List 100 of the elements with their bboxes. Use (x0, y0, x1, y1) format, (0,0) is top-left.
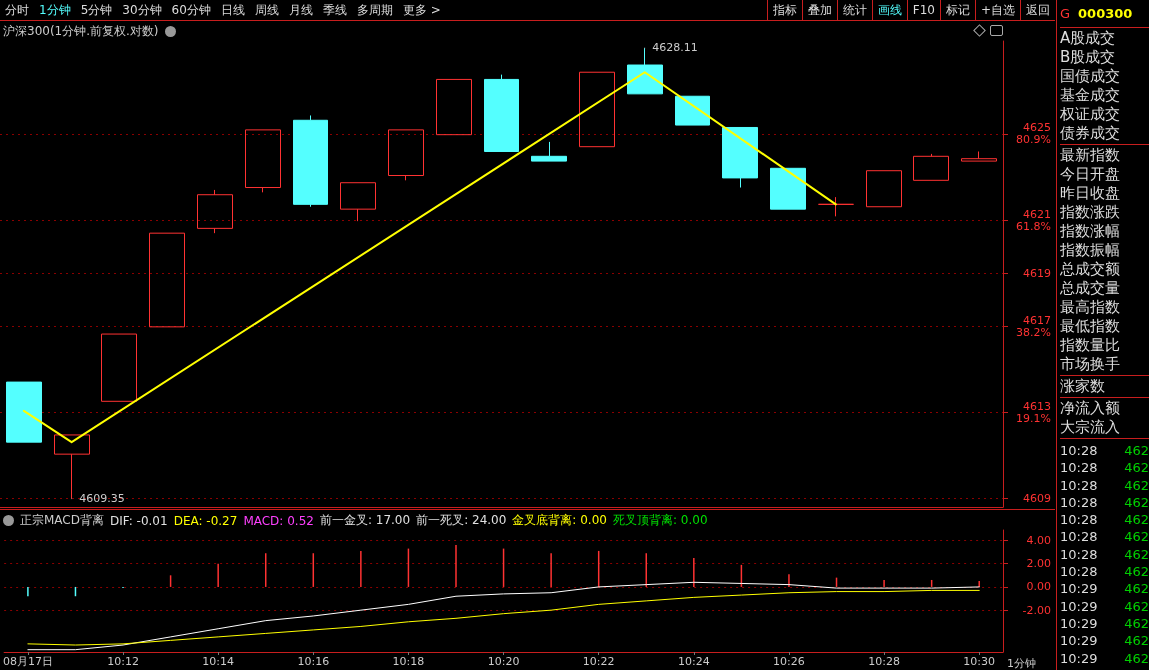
text: 金叉底背离: 0.00 (512, 512, 607, 529)
text: 000300 (1078, 6, 1133, 21)
x-tick-label: 10:24 (677, 655, 710, 668)
x-tick-label: 10:16 (297, 655, 330, 668)
candlestick (484, 74, 519, 152)
text: DIF: -0.01 (109, 513, 168, 528)
text: 10:28 (1060, 545, 1098, 564)
x-tick-label: 10:30 (963, 655, 996, 668)
text: 462 (1124, 580, 1149, 598)
x-tick-label: 10:22 (582, 655, 615, 668)
candlestick (245, 129, 281, 193)
x-tick-label: 10:18 (392, 655, 425, 668)
text: 462 (1124, 649, 1149, 667)
text: 前一死叉: 24.00 (416, 512, 507, 529)
x-tick-label: 10:12 (107, 655, 139, 668)
text: 462 (1124, 563, 1149, 581)
text: 总成交量 (1060, 279, 1121, 298)
y-tick-label: 4.00 (1026, 533, 1051, 547)
y-tick-label: 0.00 (1026, 580, 1051, 594)
candlestick (770, 167, 806, 210)
line-series (22, 71, 837, 444)
text: 更多 > (401, 2, 442, 19)
text: 60分钟 (170, 2, 212, 19)
text: 指数振幅 (1060, 241, 1121, 260)
candlestick (722, 126, 758, 189)
text: 5分钟 (79, 2, 114, 19)
candlestick (197, 189, 233, 234)
text: 标记 (939, 0, 975, 20)
text: 指数涨幅 (1060, 222, 1121, 241)
text: 指数涨跌 (1060, 203, 1121, 222)
annotation: 4628.11 (652, 41, 698, 55)
text: 分时 (4, 2, 30, 19)
text: 1分钟 (38, 2, 72, 19)
line-series (27, 581, 980, 651)
annotation: 4609.35 (79, 492, 125, 506)
x-tick-label: 08月17日 (2, 655, 53, 668)
text: MACD: 0.52 (243, 513, 314, 528)
text: B股成交 (1060, 48, 1117, 67)
x-tick-label: 10:14 (202, 655, 235, 668)
candlestick (579, 71, 615, 148)
line-series (27, 589, 980, 646)
text: 10:28 (1060, 459, 1098, 477)
text: 今日开盘 (1060, 165, 1121, 184)
y-tick-label: 4619 (1023, 266, 1051, 280)
text: 462 (1124, 476, 1149, 494)
text: F10 (906, 0, 940, 20)
x-tick-label: 10:20 (487, 655, 520, 668)
text: 基金成交 (1060, 86, 1121, 105)
text: 最高指数 (1060, 298, 1121, 317)
text: 462 (1124, 511, 1149, 529)
chart-title: 沪深300(1分钟.前复权.对数) (3, 23, 159, 40)
text: 10:28 (1060, 493, 1098, 512)
text: G (1060, 6, 1071, 21)
candlestick (436, 78, 472, 136)
y-tick-label: 2.00 (1026, 557, 1051, 571)
text: 10:29 (1060, 632, 1098, 650)
y-tick-label: 4613 19.1% (1016, 400, 1051, 426)
candlestick (6, 381, 42, 443)
text: 462 (1124, 528, 1149, 546)
text: 昨日收盘 (1060, 184, 1121, 203)
text: 涨家数 (1060, 377, 1149, 396)
text: 462 (1124, 614, 1149, 633)
candlestick (818, 196, 854, 217)
y-tick-label: 4609 (1023, 492, 1051, 506)
text: 10:29 (1060, 614, 1098, 633)
text: 10:28 (1060, 442, 1098, 460)
text: 462 (1124, 442, 1149, 460)
text: 462 (1124, 597, 1149, 615)
y-tick-label: 4617 38.2% (1016, 313, 1051, 339)
text: 最低指数 (1060, 317, 1121, 336)
text: 30分钟 (121, 2, 163, 19)
candlestick (866, 170, 902, 208)
text: 10:29 (1060, 580, 1098, 598)
x-tick-label: 10:26 (773, 655, 805, 668)
text: 指标 (766, 0, 802, 20)
y-tick-label: 4621 61.8% (1016, 207, 1051, 233)
text: 叠加 (801, 0, 837, 20)
text: 10:29 (1060, 597, 1098, 615)
text: 462 (1124, 493, 1149, 512)
candlestick (531, 141, 567, 162)
text: 指数量比 (1060, 336, 1121, 355)
text: 死叉顶背离: 0.00 (612, 512, 708, 529)
candlestick (675, 95, 710, 126)
candlestick (101, 333, 137, 402)
text: +自选 (974, 0, 1020, 20)
text: 市场换手 (1060, 355, 1121, 374)
text: 返回 (1020, 0, 1055, 20)
text: 日线 (219, 2, 246, 19)
text: 周线 (253, 2, 280, 19)
candlestick (388, 129, 424, 181)
text: 多周期 (355, 2, 394, 19)
text: A股成交 (1060, 29, 1117, 48)
text: 462 (1124, 545, 1149, 564)
text: 462 (1124, 459, 1149, 477)
text: 总成交额 (1060, 260, 1121, 279)
x-axis-title: 1分钟 (1007, 657, 1036, 670)
text: 季线 (321, 2, 348, 19)
candlestick (913, 153, 949, 181)
candlestick (961, 150, 997, 162)
candlestick (293, 114, 328, 208)
